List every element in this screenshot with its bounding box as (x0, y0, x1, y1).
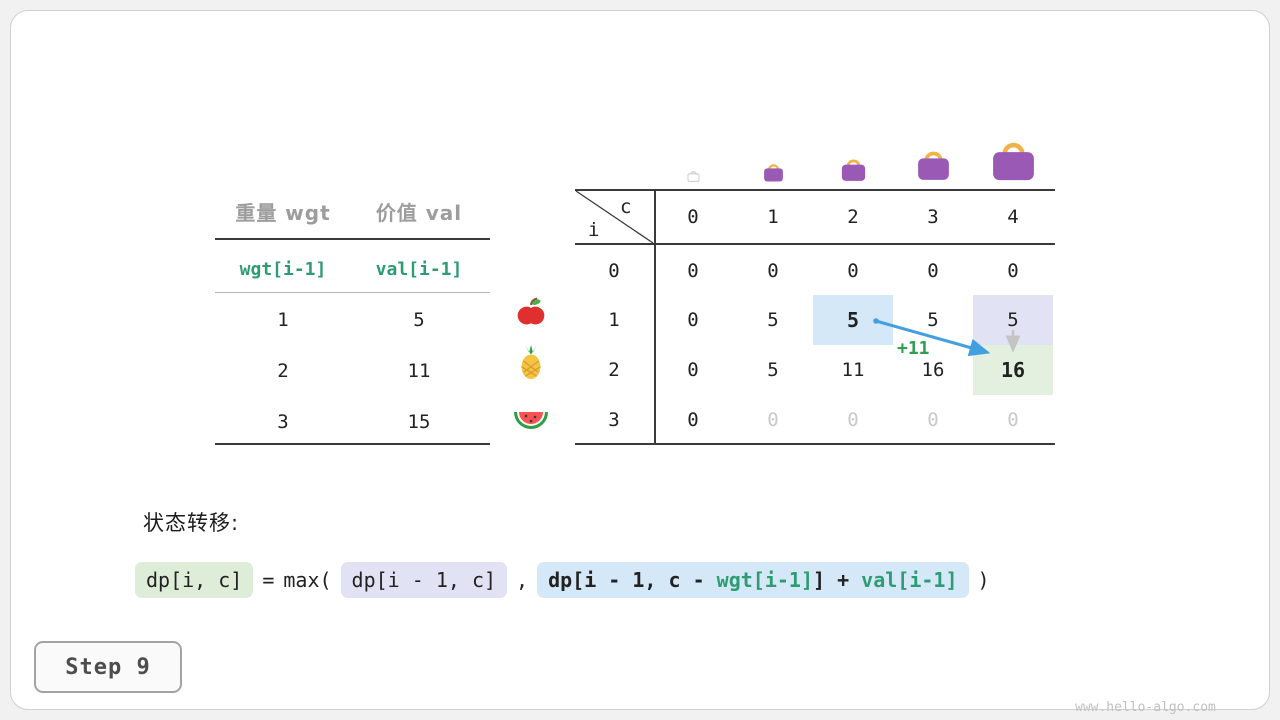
state-transition-formula: dp[i, c] = max( dp[i - 1, c] , dp[i - 1,… (135, 562, 999, 598)
dp-table-rule-bottom (575, 443, 1055, 445)
dp-cell-i0-c0: 0 (687, 260, 699, 282)
dp-col-header-2: 2 (847, 206, 859, 228)
formula-close-paren: ) (977, 568, 990, 592)
dp-table-rule-top (575, 189, 1055, 191)
dp-cell-i1-c1: 5 (767, 309, 779, 331)
formula-equals: = (262, 568, 275, 592)
item-table-formula-wgt: wgt[i-1] (239, 258, 327, 280)
dp-table-rule-header (575, 243, 1055, 245)
dp-row-header-0: 0 (608, 260, 620, 282)
watermark: www.hello-algo.com (1075, 700, 1216, 715)
dp-col-header-3: 3 (927, 206, 939, 228)
step-badge: Step 9 (34, 641, 182, 693)
dp-row-header-3: 3 (608, 409, 620, 431)
bag-icon-capacity-3 (903, 122, 963, 184)
dp-cell-i2-c4-highlight-target: 16 (973, 345, 1053, 395)
item-row-3-wgt: 3 (277, 411, 289, 433)
formula-take-val: val[i-1] (861, 568, 958, 592)
bag-icon-capacity-0 (663, 122, 723, 184)
dp-cell-i3-c4: 0 (1007, 409, 1019, 431)
dp-cell-i1-c0: 0 (687, 309, 699, 331)
dp-cell-i0-c4: 0 (1007, 260, 1019, 282)
item-table-rule-bottom (215, 443, 490, 445)
formula-option-take: dp[i - 1, c - wgt[i-1]] + val[i-1] (537, 562, 969, 598)
watermelon-icon (507, 402, 555, 434)
dp-cell-i3-c2: 0 (847, 409, 859, 431)
dp-cell-i0-c3: 0 (927, 260, 939, 282)
dp-cell-i3-c1: 0 (767, 409, 779, 431)
dp-row-header-2: 2 (608, 359, 620, 381)
dp-col-header-1: 1 (767, 206, 779, 228)
formula-lhs: dp[i, c] (135, 562, 254, 598)
dp-cell-i0-c1: 0 (767, 260, 779, 282)
formula-take-part1: dp[i - 1, c - (548, 568, 717, 592)
bag-icon-capacity-2 (823, 122, 883, 184)
formula-comma: , (516, 568, 529, 592)
dp-cell-i1-c2-highlight-source: 5 (813, 295, 893, 345)
item-table-rule-mid (215, 292, 490, 293)
bag-icon-capacity-4 (983, 122, 1043, 184)
dp-cell-i2-c0: 0 (687, 359, 699, 381)
item-table-rule-top (215, 238, 490, 240)
item-table-header-wgt: 重量 wgt (235, 200, 331, 225)
formula-option-keep: dp[i - 1, c] (340, 562, 508, 598)
item-row-3-val: 15 (407, 411, 431, 433)
dp-cell-i3-c3: 0 (927, 409, 939, 431)
item-row-2-val: 11 (407, 360, 431, 382)
dp-cell-i3-c0: 0 (687, 409, 699, 431)
formula-take-wgt: wgt[i-1] (716, 568, 813, 592)
dp-col-header-4: 4 (1007, 206, 1019, 228)
dp-table-rule-vertical (654, 189, 656, 445)
item-row-1-wgt: 1 (277, 309, 289, 331)
item-row-2-wgt: 2 (277, 360, 289, 382)
dp-cell-i2-c2: 11 (841, 359, 865, 381)
transition-add-annotation: +11 (897, 338, 930, 359)
dp-cell-i1-c4-highlight-prev: 5 (973, 295, 1053, 345)
state-transition-label: 状态转移: (143, 511, 240, 535)
dp-cell-i0-c2: 0 (847, 260, 859, 282)
dp-row-header-1: 1 (608, 309, 620, 331)
dp-corner-c-label: c (620, 196, 632, 218)
pineapple-icon (507, 344, 555, 380)
dp-col-header-0: 0 (687, 206, 699, 228)
apple-icon (507, 296, 555, 328)
formula-max-open: max( (283, 568, 332, 592)
dp-cell-i2-c1: 5 (767, 359, 779, 381)
item-table-header-val: 价值 val (375, 200, 463, 225)
formula-take-part3: ] + (813, 568, 862, 592)
item-table-formula-val: val[i-1] (375, 258, 463, 280)
bag-icon-capacity-1 (743, 122, 803, 184)
dp-corner-i-label: i (588, 219, 600, 241)
item-row-1-val: 5 (413, 309, 425, 331)
dp-cell-i2-c3: 16 (921, 359, 945, 381)
